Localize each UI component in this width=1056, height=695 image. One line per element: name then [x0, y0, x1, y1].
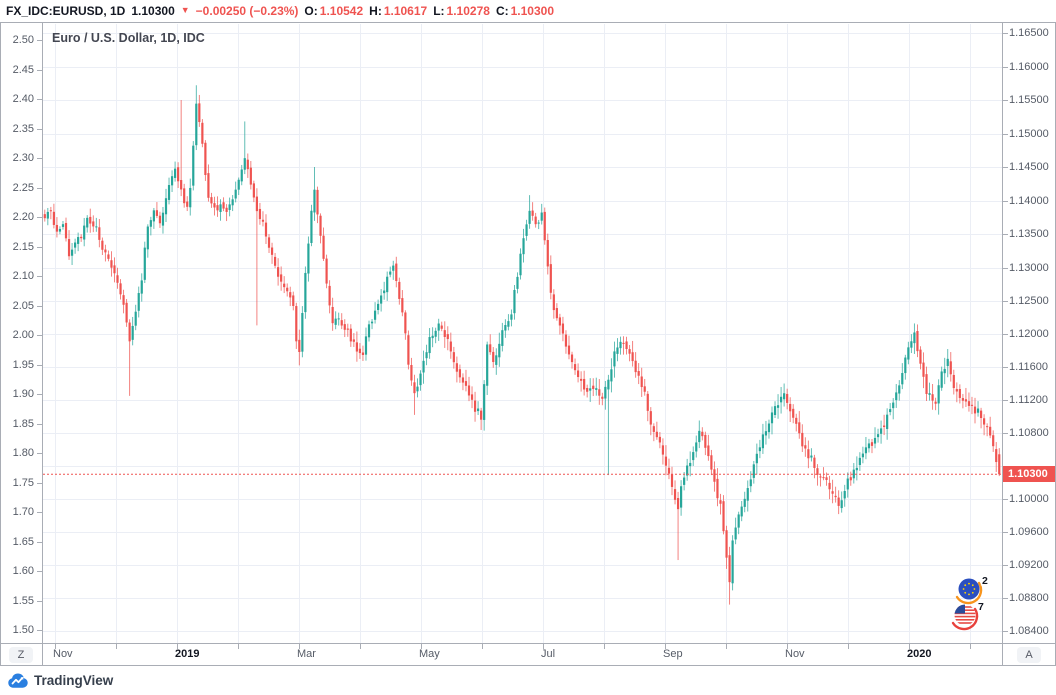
- price-change: −0.00250 (−0.23%): [195, 4, 299, 18]
- left-axis-tick: 1.95: [12, 358, 34, 371]
- down-arrow-icon: ▼: [180, 5, 190, 15]
- left-axis-tick: 2.20: [12, 211, 34, 223]
- left-axis-tick: 2.00: [12, 329, 34, 341]
- right-axis-tick: 1.12000: [1009, 328, 1049, 340]
- left-axis-tick: 2.50: [12, 34, 34, 46]
- time-axis-tick: Nov: [785, 648, 805, 660]
- brand-name: TradingView: [34, 673, 114, 688]
- right-axis-tick: 1.09600: [1009, 526, 1049, 538]
- right-axis-tick: 1.12500: [1009, 295, 1049, 307]
- right-axis-tick: 1.15500: [1009, 94, 1049, 106]
- timezone-z-button[interactable]: Z: [9, 647, 33, 663]
- left-axis-tick: 2.15: [12, 240, 34, 253]
- us-event-count: 7: [978, 601, 984, 613]
- last-price-label: 1.10300: [1003, 466, 1055, 483]
- eu-event-count: 2: [982, 575, 988, 587]
- chart-title: Euro / U.S. Dollar, 1D, IDC: [52, 31, 205, 45]
- right-axis-tick: 1.11600: [1009, 361, 1048, 373]
- time-axis-tick: Jul: [541, 648, 556, 660]
- time-axis-tick: Mar: [297, 648, 316, 660]
- tradingview-logo[interactable]: TradingView: [8, 672, 113, 690]
- last-price: 1.10300: [131, 4, 175, 18]
- left-axis-tick: 2.05: [12, 299, 34, 312]
- economic-event-badges[interactable]: 2 7: [946, 570, 994, 637]
- tradingview-logo-icon: [8, 673, 28, 688]
- open-value: O: 1.10542: [304, 4, 364, 18]
- left-axis-tick: 1.60: [12, 565, 34, 577]
- close-value: C: 1.10300: [495, 4, 554, 18]
- symbol-header: FX_IDC:EURUSD, 1D 1.10300 ▼ −0.00250 (−0…: [0, 0, 1056, 22]
- left-axis-tick: 2.25: [12, 181, 34, 194]
- left-axis-tick: 1.85: [12, 417, 34, 430]
- left-axis-tick: 2.40: [12, 93, 34, 105]
- right-axis-tick: 1.08400: [1009, 625, 1049, 637]
- eu-flag-event-icon[interactable]: 2: [955, 574, 990, 605]
- right-axis-tick: 1.14000: [1009, 194, 1049, 207]
- low-value: L: 1.10278: [433, 4, 490, 18]
- right-axis-tick: 1.10000: [1009, 493, 1049, 505]
- left-axis-tick: 1.65: [12, 535, 34, 548]
- right-axis-tick: 1.15000: [1009, 127, 1049, 140]
- right-axis-tick: 1.10800: [1009, 427, 1049, 439]
- left-axis-tick: 1.90: [12, 388, 34, 400]
- right-axis-tick: 1.11200: [1009, 394, 1048, 406]
- left-axis-tick: 1.70: [12, 506, 34, 518]
- right-axis-tick: 1.16500: [1009, 27, 1049, 39]
- left-axis-tick: 1.80: [12, 447, 34, 459]
- time-axis-tick: Sep: [663, 648, 683, 660]
- auto-scale-a-button[interactable]: A: [1017, 647, 1041, 663]
- time-axis-tick: May: [419, 648, 440, 660]
- right-axis-tick: 1.08800: [1009, 592, 1049, 604]
- left-axis-tick: 2.10: [12, 270, 34, 282]
- right-price-axis[interactable]: 1.16500 1.16000 1.15500 1.15000 1.14500 1.140…: [1003, 22, 1056, 643]
- time-axis-tick: Nov: [53, 648, 73, 660]
- candlestick-chart-pane[interactable]: [0, 0, 1056, 666]
- footer-bar: TradingView: [0, 666, 1056, 695]
- right-axis-tick: 1.09200: [1009, 559, 1049, 571]
- symbol-name[interactable]: FX_IDC:EURUSD, 1D: [6, 4, 126, 18]
- left-axis-tick: 2.35: [12, 122, 34, 135]
- right-axis-tick: 1.13500: [1009, 228, 1049, 240]
- us-flag-event-icon[interactable]: 7: [951, 600, 986, 631]
- left-axis-tick: 1.55: [12, 594, 34, 607]
- time-axis-tick: 2019: [175, 648, 200, 660]
- right-axis-tick: 1.16000: [1009, 60, 1049, 73]
- right-axis-tick: 1.13000: [1009, 261, 1049, 274]
- left-price-axis[interactable]: 2.50 2.45 2.40 2.35 2.30 2.25 2.20 2.15 2.10 2.05…: [0, 22, 42, 643]
- left-axis-tick: 1.75: [12, 476, 34, 489]
- left-axis-tick: 2.45: [12, 63, 34, 76]
- right-axis-tick: 1.14500: [1009, 161, 1049, 173]
- left-axis-tick: 2.30: [12, 152, 34, 164]
- time-axis[interactable]: Nov 2019 Mar May Jul Sep Nov 2020: [43, 643, 1002, 665]
- time-axis-tick: 2020: [907, 648, 932, 660]
- high-value: H: 1.10617: [369, 4, 428, 18]
- left-axis-tick: 1.50: [12, 624, 34, 636]
